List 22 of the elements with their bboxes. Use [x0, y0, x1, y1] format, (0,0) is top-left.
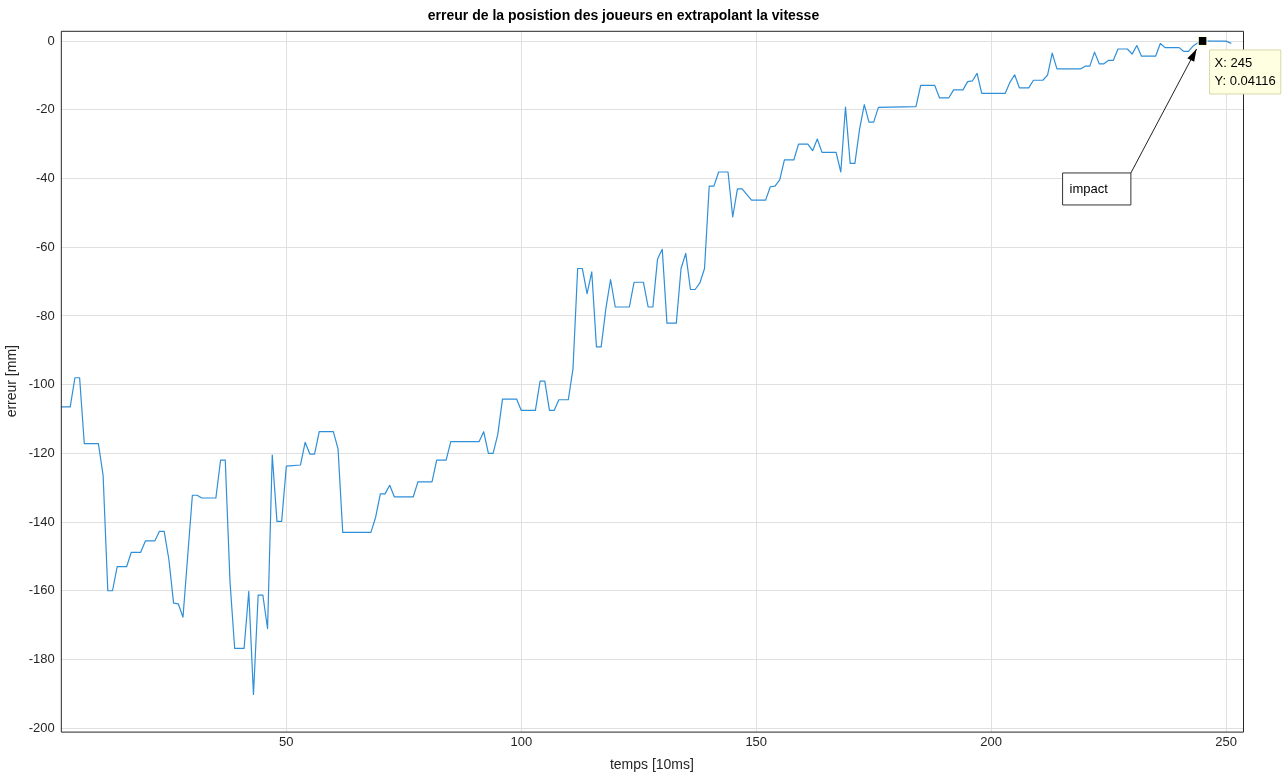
x-tick-label: 100	[510, 733, 533, 749]
y-tick-label: -60	[36, 238, 55, 254]
y-tick-label: -40	[36, 170, 55, 186]
y-tick-label: -200	[28, 719, 55, 735]
annotation: X: 245	[1214, 54, 1253, 70]
y-tick-label: -140	[28, 513, 55, 529]
x-tick-label: 200	[980, 733, 1002, 749]
x-tick-label: 150	[745, 733, 768, 749]
annotation: impact	[1069, 180, 1109, 196]
x-axis-title: temps [10ms]	[609, 756, 694, 773]
y-tick-label: -100	[28, 376, 55, 392]
x-tick-label: 250	[1215, 733, 1237, 749]
y-tick-label: -80	[36, 307, 55, 323]
y-tick-label: -160	[28, 582, 55, 598]
y-tick-label: -120	[28, 444, 55, 460]
y-tick-label: -180	[28, 651, 55, 667]
y-axis-title: erreur [mm]	[3, 345, 20, 418]
y-tick-label: 0	[47, 32, 55, 48]
chart-title: erreur de la posistion des joueurs en extrapolant la vitesse	[427, 7, 820, 24]
y-tick-label: -20	[36, 101, 55, 117]
x-tick-label: 50	[279, 733, 294, 749]
annotation: Y: 0.04116	[1214, 72, 1276, 88]
